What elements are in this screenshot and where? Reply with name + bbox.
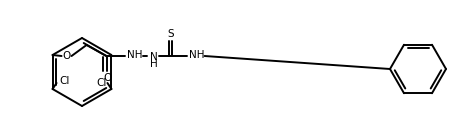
Text: S: S <box>167 29 174 39</box>
Text: Cl: Cl <box>59 76 70 86</box>
Text: N: N <box>150 52 157 62</box>
Text: Cl: Cl <box>96 78 106 88</box>
Text: NH: NH <box>127 50 142 60</box>
Text: O: O <box>103 73 112 83</box>
Text: H: H <box>150 59 157 69</box>
Text: NH: NH <box>189 50 205 60</box>
Text: O: O <box>62 51 71 61</box>
